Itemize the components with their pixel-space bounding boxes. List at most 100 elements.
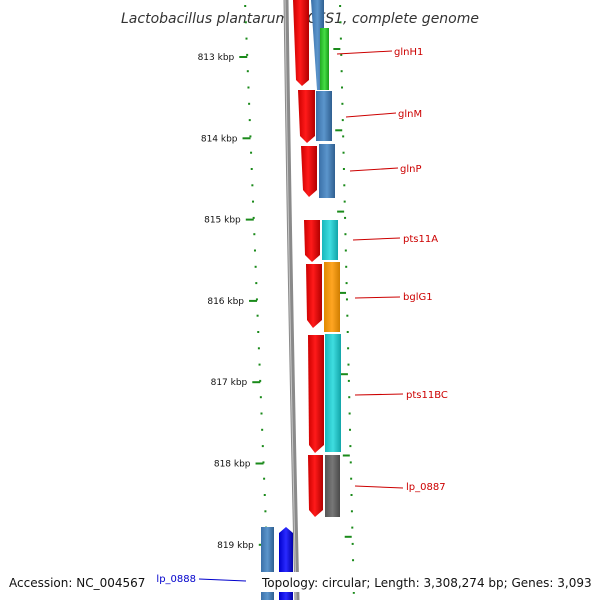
- axis-minor-dot: [259, 396, 262, 399]
- axis-minor-dot: [264, 510, 267, 513]
- gene-label-lp_0887[interactable]: lp_0887: [406, 482, 446, 493]
- gene-label-lp_0888[interactable]: lp_0888: [156, 574, 196, 585]
- gene-leader-line: [352, 237, 401, 241]
- gene-labels: glnH1 glnM glnP pts11A bglG1 pts11BC lp_0887lp…: [156, 47, 447, 585]
- right-axis-minor-dot: [339, 5, 342, 7]
- genome-backbone-highlight: [284, 0, 297, 600]
- right-axis-minor-dot: [347, 347, 350, 350]
- axis-tick-label: 818 kbp: [214, 460, 251, 470]
- gene-block-lp_0887[interactable]: [325, 455, 340, 517]
- right-axis-minor-dot: [344, 216, 347, 219]
- axis-minor-dot: [254, 265, 257, 268]
- axis-minor-dot: [244, 5, 247, 7]
- axis-minor-dot: [252, 216, 255, 219]
- right-axis-minor-dot: [341, 119, 344, 122]
- orf-arrow[interactable]: [308, 455, 323, 517]
- right-axis-minor-dot: [342, 151, 345, 154]
- right-axis-minor-dot: [339, 37, 342, 40]
- axis-ticks: 813 kbp 814 kbp 815 kbp 816 kbp 817 kbp 818 k…: [198, 48, 352, 551]
- axis-minor-dot: [248, 102, 251, 105]
- topology-text: Topology: circular; Length: 3,308,274 bp…: [261, 576, 592, 590]
- axis-tick-label: 817 kbp: [211, 378, 248, 388]
- right-axis-minor-dot: [350, 477, 353, 480]
- right-axis-minor-dot: [343, 200, 346, 203]
- right-axis-minor-dot: [344, 233, 347, 236]
- genome-backbone: [283, 0, 300, 600]
- right-axis-minor-dot: [352, 559, 355, 562]
- right-axis-minor-dot: [345, 298, 348, 301]
- gene-block-pts11BC[interactable]: [325, 334, 341, 452]
- right-axis-minor-dot: [341, 86, 344, 89]
- gene-label-glnM[interactable]: glnM: [398, 109, 422, 120]
- axis-minor-dot: [261, 428, 264, 431]
- axis-minor-dot: [246, 53, 249, 56]
- right-axis-minor-dot: [340, 70, 343, 73]
- gene-label-bglG1[interactable]: bglG1: [403, 292, 433, 303]
- right-axis-minor-dot: [347, 379, 350, 382]
- orf-arrow[interactable]: [308, 335, 324, 453]
- footer-backdrop-left: [4, 572, 154, 592]
- axis-minor-dot: [261, 445, 264, 448]
- axis-minor-dot: [244, 21, 247, 24]
- axis-minor-dot: [256, 314, 259, 317]
- gene-block-bglG1[interactable]: [324, 262, 340, 332]
- right-axis-minor-dot: [350, 510, 353, 513]
- right-axis-minor-dot: [349, 461, 352, 464]
- axis-minor-dot: [249, 135, 252, 138]
- right-axis-minor-dot: [345, 265, 348, 268]
- axis-minor-dot: [257, 347, 260, 350]
- axis-tick-label: 813 kbp: [198, 53, 235, 63]
- gene-leader-line: [354, 296, 401, 299]
- right-axis-minor-dot: [350, 494, 353, 496]
- axis-tick-label: 819 kbp: [217, 541, 254, 551]
- right-axis-minor-dot: [343, 184, 346, 187]
- orf-arrow[interactable]: [306, 264, 322, 328]
- orf-arrow[interactable]: [304, 220, 320, 262]
- axis-minor-dot: [255, 282, 258, 285]
- axis-minor-dot: [250, 151, 253, 154]
- axis-minor-dot: [255, 298, 258, 301]
- axis-minor-dot: [253, 249, 256, 252]
- gene-leader-line: [354, 485, 404, 489]
- gene-block-glnH1[interactable]: [320, 28, 329, 90]
- right-axis-minor-dot: [349, 445, 352, 448]
- gene-block-glnP[interactable]: [319, 144, 335, 198]
- gene-leader-line: [198, 578, 247, 582]
- orf-arrow[interactable]: [293, 0, 309, 86]
- orf-arrow[interactable]: [301, 146, 317, 197]
- axis-minor-dot: [259, 379, 262, 382]
- axis-minor-dot: [260, 412, 263, 415]
- orf-arrow[interactable]: [298, 90, 315, 143]
- axis-minor-dot: [250, 168, 253, 170]
- axis-tick-label: 815 kbp: [204, 216, 241, 226]
- axis-minor-dot: [248, 119, 251, 122]
- accession-text: Accession: NC_004567: [9, 576, 145, 590]
- gene-block-pts11A[interactable]: [322, 220, 338, 260]
- right-axis-minor-dot: [342, 168, 345, 170]
- right-axis-minor-dot: [351, 526, 354, 529]
- gene-label-glnH1[interactable]: glnH1: [394, 47, 423, 58]
- right-axis-minor-dot: [339, 21, 342, 24]
- axis-minor-dot: [252, 200, 255, 203]
- gene-block-glnM[interactable]: [316, 91, 332, 141]
- right-axis-minor-dot: [351, 542, 354, 545]
- axis-tick-label: 816 kbp: [207, 297, 244, 307]
- gene-label-glnP[interactable]: glnP: [400, 164, 422, 175]
- right-axis-minor-dot: [345, 282, 348, 285]
- right-axis-minor-dot: [348, 396, 351, 399]
- gene-leader-line: [345, 112, 397, 118]
- axis-minor-dot: [263, 477, 266, 480]
- right-axis-minor-dot: [346, 331, 349, 333]
- axis-tick-label: 814 kbp: [201, 134, 238, 144]
- axis-minor-dot: [253, 233, 256, 236]
- gene-leader-line: [349, 167, 399, 172]
- axis-minor-dot: [247, 86, 250, 89]
- axis-minor-dot: [262, 461, 265, 464]
- gene-label-pts11A[interactable]: pts11A: [403, 234, 438, 245]
- footer-backdrop-right: [258, 572, 596, 592]
- gene-label-pts11BC[interactable]: pts11BC: [406, 390, 448, 401]
- axis-minor-dot: [263, 494, 266, 496]
- orf-track: [293, 0, 324, 517]
